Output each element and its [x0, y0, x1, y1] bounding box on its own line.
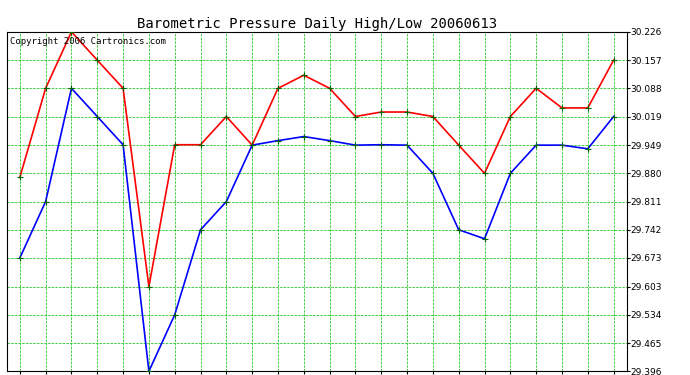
- Text: Copyright 2006 Cartronics.com: Copyright 2006 Cartronics.com: [10, 37, 166, 46]
- Title: Barometric Pressure Daily High/Low 20060613: Barometric Pressure Daily High/Low 20060…: [137, 17, 497, 31]
